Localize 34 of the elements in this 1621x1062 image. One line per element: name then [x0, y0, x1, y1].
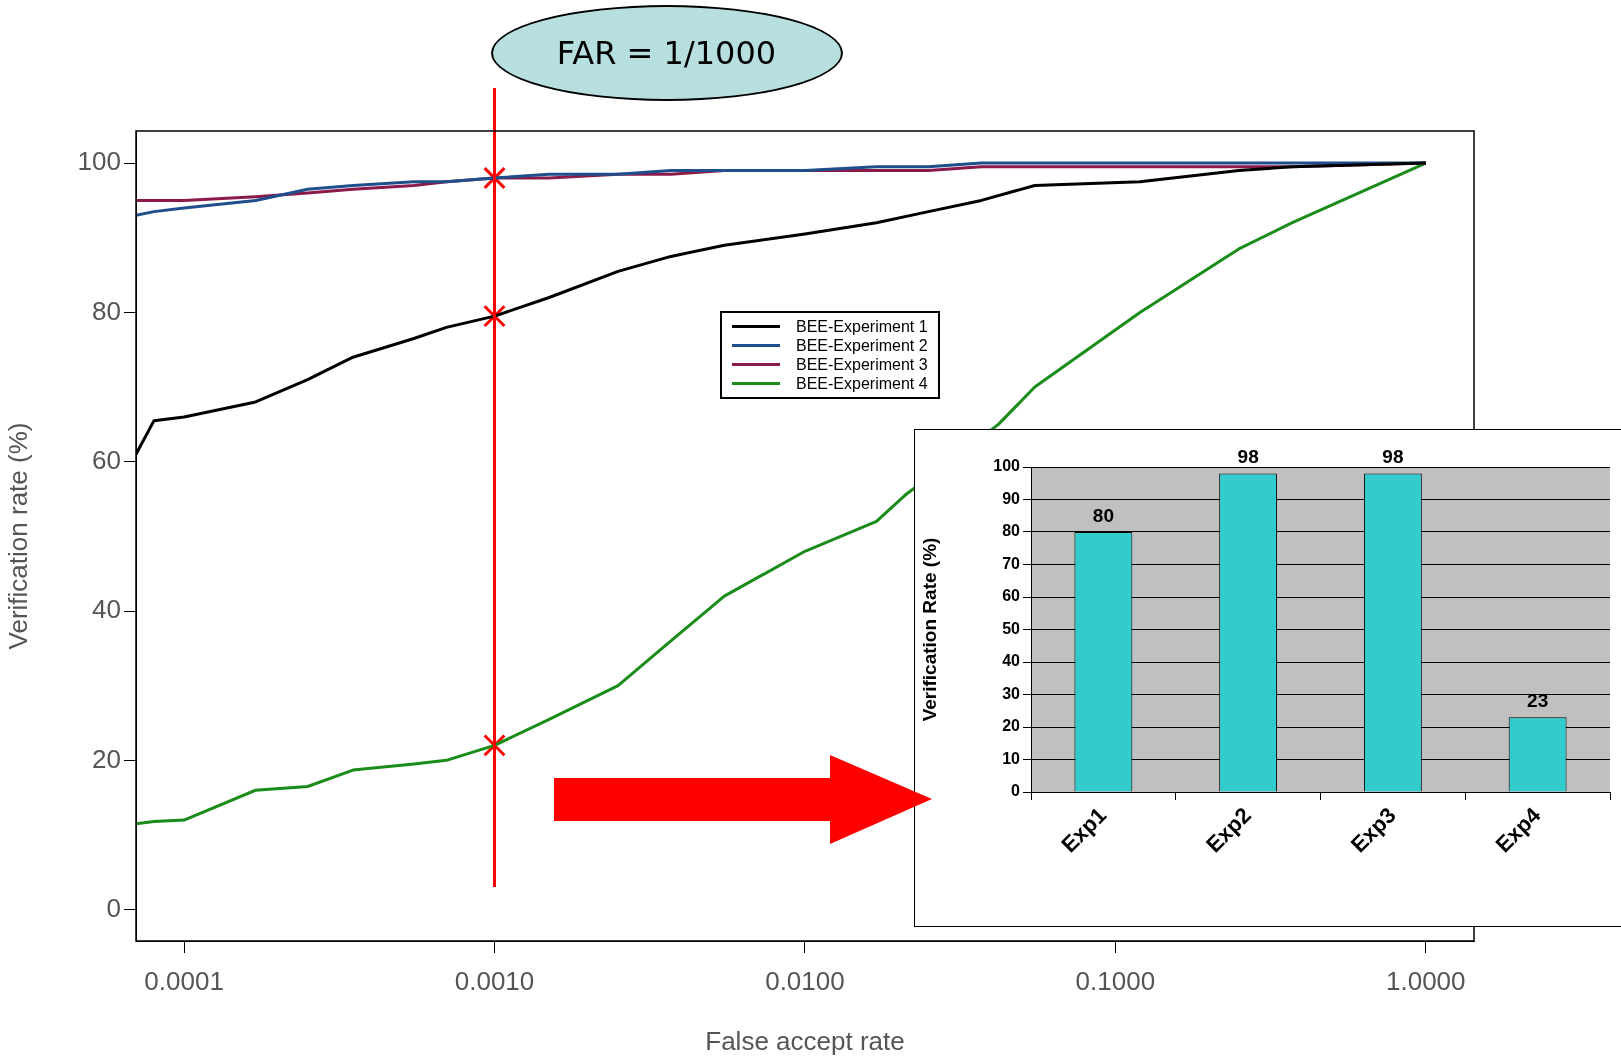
- data-label: 98: [1382, 446, 1404, 468]
- point: [483, 304, 506, 328]
- y-tick-label: 10: [1002, 749, 1021, 767]
- ref-line-label: FAR = 1/1000: [490, 5, 843, 101]
- y-tick-label: 60: [92, 444, 121, 475]
- legend-label: BEE-Experiment 3: [796, 355, 928, 374]
- y-axis-title: Verification Rate (%): [918, 537, 940, 722]
- y-tick-label: 70: [1002, 554, 1021, 572]
- y-tick-label: 100: [993, 457, 1021, 475]
- y-tick-label: 90: [1002, 489, 1021, 507]
- legend-label: BEE-Experiment 2: [796, 336, 928, 355]
- x-tick-label: 0.0100: [765, 965, 845, 996]
- y-tick-label: 100: [77, 146, 121, 177]
- y-tick-label: 20: [1002, 717, 1021, 735]
- x-tick-label: 1.0000: [1386, 965, 1466, 996]
- y-tick-label: 40: [1002, 652, 1021, 670]
- y-tick-label: 80: [1002, 522, 1021, 540]
- data-label: 98: [1237, 446, 1259, 468]
- y-tick-label: 50: [1002, 619, 1021, 637]
- y-tick-label: 80: [92, 295, 121, 326]
- y-tick-label: 40: [92, 594, 121, 625]
- x-tick-label: 0.0010: [454, 965, 535, 996]
- x-axis-title: False accept rate: [705, 1025, 905, 1056]
- y-tick-label: 60: [1002, 587, 1021, 605]
- y-tick-label: 0: [1011, 782, 1021, 800]
- x-tick-label: 0.0001: [144, 965, 224, 996]
- legend-label: BEE-Experiment 1: [796, 317, 928, 336]
- y-tick-label: 0: [106, 892, 121, 923]
- legend-label: BEE-Experiment 4: [796, 374, 928, 393]
- x-tick-label: 0.1000: [1075, 965, 1156, 996]
- y-axis-title: Verification rate (%): [2, 422, 33, 650]
- y-tick-label: 30: [1002, 684, 1021, 702]
- data-label: 80: [1092, 504, 1114, 526]
- y-tick-label: 20: [92, 743, 121, 774]
